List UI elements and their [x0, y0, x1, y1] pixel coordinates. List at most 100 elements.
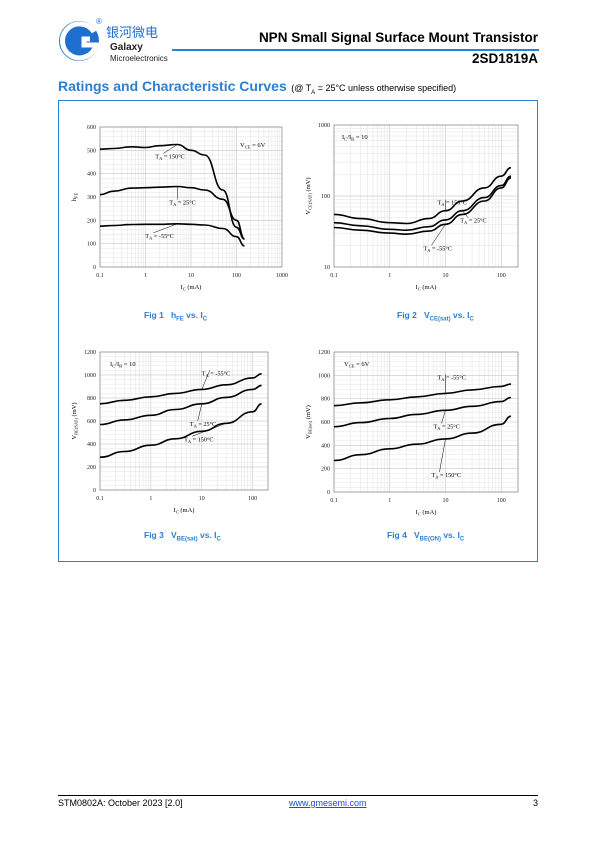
company-logo [54, 18, 174, 64]
chart-condition-label: IC/IB = 10 [110, 361, 136, 369]
y-tick-label: 300 [87, 195, 96, 201]
y-tick-label: 800 [321, 397, 330, 403]
series-label: TA = -55°C [437, 374, 465, 382]
y-tick-label: 600 [321, 420, 330, 426]
chart-hfe-vs-ic: 0.1 1 10 100 1000 0 100 200 300 400 500 600 IC (mA) h… [71, 125, 288, 292]
series-leader-line [441, 410, 446, 424]
grid-lines [99, 351, 269, 491]
plot-frame [99, 351, 269, 491]
y-tick-label: 1000 [318, 123, 330, 129]
series-leader-line [153, 223, 178, 234]
series-line [333, 396, 512, 428]
series-line [333, 166, 512, 225]
x-axis-label: IC (mA) [416, 284, 437, 292]
x-axis-label: IC (mA) [416, 509, 437, 517]
y-tick-label: 0 [327, 490, 330, 496]
galaxy-logo-icon [59, 21, 100, 61]
series-label: TA = 25°C [190, 421, 216, 429]
x-tick-label: 1000 [276, 273, 288, 279]
y-tick-label: 200 [87, 465, 96, 471]
series-label: TA = 25°C [433, 423, 459, 431]
series-line [333, 175, 512, 232]
company-name-line1: Galaxy [110, 42, 143, 53]
company-name-line2: Microelectronics [110, 54, 168, 63]
plot-frame [99, 126, 283, 268]
y-tick-label: 1000 [84, 373, 96, 379]
series-leader-line [439, 438, 446, 472]
y-tick-label: 0 [93, 265, 96, 271]
series-leader-line [197, 403, 203, 421]
series-label: TA = 150°C [184, 436, 214, 444]
y-tick-label: 0 [93, 488, 96, 494]
series-leader-line [431, 224, 446, 246]
y-axis-label: VCE(SAT) (mV) [305, 177, 313, 214]
series-label: TA = 25°C [169, 200, 195, 208]
series-line [99, 384, 262, 426]
y-tick-label: 800 [87, 396, 96, 402]
series-line [99, 373, 262, 405]
x-tick-label: 0.1 [96, 496, 104, 502]
charts-frame [58, 100, 538, 562]
footer-page-number: 3 [533, 798, 539, 808]
y-axis-label: hFE [71, 193, 79, 202]
y-tick-label: 1000 [318, 373, 330, 379]
y-tick-label: 400 [87, 442, 96, 448]
series-line [99, 222, 245, 247]
grid-lines [333, 351, 519, 493]
series-line [99, 403, 262, 458]
series-leader-line [191, 423, 227, 437]
y-tick-label: 100 [321, 194, 330, 200]
part-number: 2SD1819A [471, 51, 538, 66]
plot-frame [333, 351, 519, 493]
caption-fig1: Fig 1 hFE vs. IC [144, 310, 208, 323]
caption-fig3: Fig 3 VBE(sat) vs. IC [144, 530, 221, 543]
x-tick-label: 10 [442, 273, 448, 279]
y-tick-label: 1200 [318, 350, 330, 356]
series-label: TA = 150°C [431, 472, 461, 480]
y-axis-label: VBE(SAT) (mV) [71, 402, 79, 439]
x-tick-label: 10 [199, 496, 205, 502]
chart-vcesat-vs-ic: 0.1 1 10 100 10 100 1000 IC (mA) VCE(SAT) (mV) IC… [305, 123, 519, 292]
chart-condition-label: VCE = 6V [240, 142, 266, 150]
x-tick-label: 0.1 [330, 273, 338, 279]
x-tick-label: 100 [232, 273, 241, 279]
y-tick-label: 200 [321, 467, 330, 473]
y-tick-label: 100 [87, 242, 96, 248]
footer-doc-id: STM0802A: October 2023 [2.0] [58, 798, 183, 808]
section-title: Ratings and Characteristic Curves [58, 78, 287, 94]
plot-frame [333, 124, 519, 268]
series-label: TA = 150°C [437, 200, 467, 208]
y-tick-label: 1200 [84, 350, 96, 356]
x-tick-label: 0.1 [330, 498, 338, 504]
registered-mark: ® [96, 17, 102, 26]
series-line [333, 177, 512, 236]
x-tick-label: 0.1 [96, 273, 104, 279]
x-tick-label: 10 [188, 273, 194, 279]
x-tick-label: 1 [388, 273, 391, 279]
x-tick-label: 1 [388, 498, 391, 504]
series-label: TA = 25°C [460, 218, 486, 226]
footer-divider [58, 795, 538, 796]
y-tick-label: 600 [87, 125, 96, 131]
x-tick-label: 1 [144, 273, 147, 279]
series-label: TA = -55°C [202, 370, 230, 378]
chart-condition-label: IC/IB = 10 [342, 134, 368, 142]
x-tick-label: 1 [149, 496, 152, 502]
y-tick-label: 400 [321, 443, 330, 449]
x-tick-label: 100 [497, 273, 506, 279]
footer-website-link[interactable]: www.gmesemi.com [289, 798, 367, 808]
y-tick-label: 200 [87, 218, 96, 224]
section-heading: Ratings and Characteristic Curves (@ TA … [58, 78, 456, 96]
x-tick-label: 10 [442, 498, 448, 504]
series-leader-line [163, 144, 178, 154]
x-tick-label: 100 [248, 496, 257, 502]
y-tick-label: 10 [324, 265, 330, 271]
caption-fig2: Fig 2 VCE(sat) vs. IC [397, 310, 474, 323]
y-axis-label: VBE(on) (mV) [305, 405, 313, 439]
x-axis-label: IC (mA) [181, 284, 202, 292]
company-name-cn: 银河微电 [106, 26, 159, 41]
x-axis-label: IC (mA) [174, 507, 195, 515]
series-leader-line [201, 370, 211, 390]
